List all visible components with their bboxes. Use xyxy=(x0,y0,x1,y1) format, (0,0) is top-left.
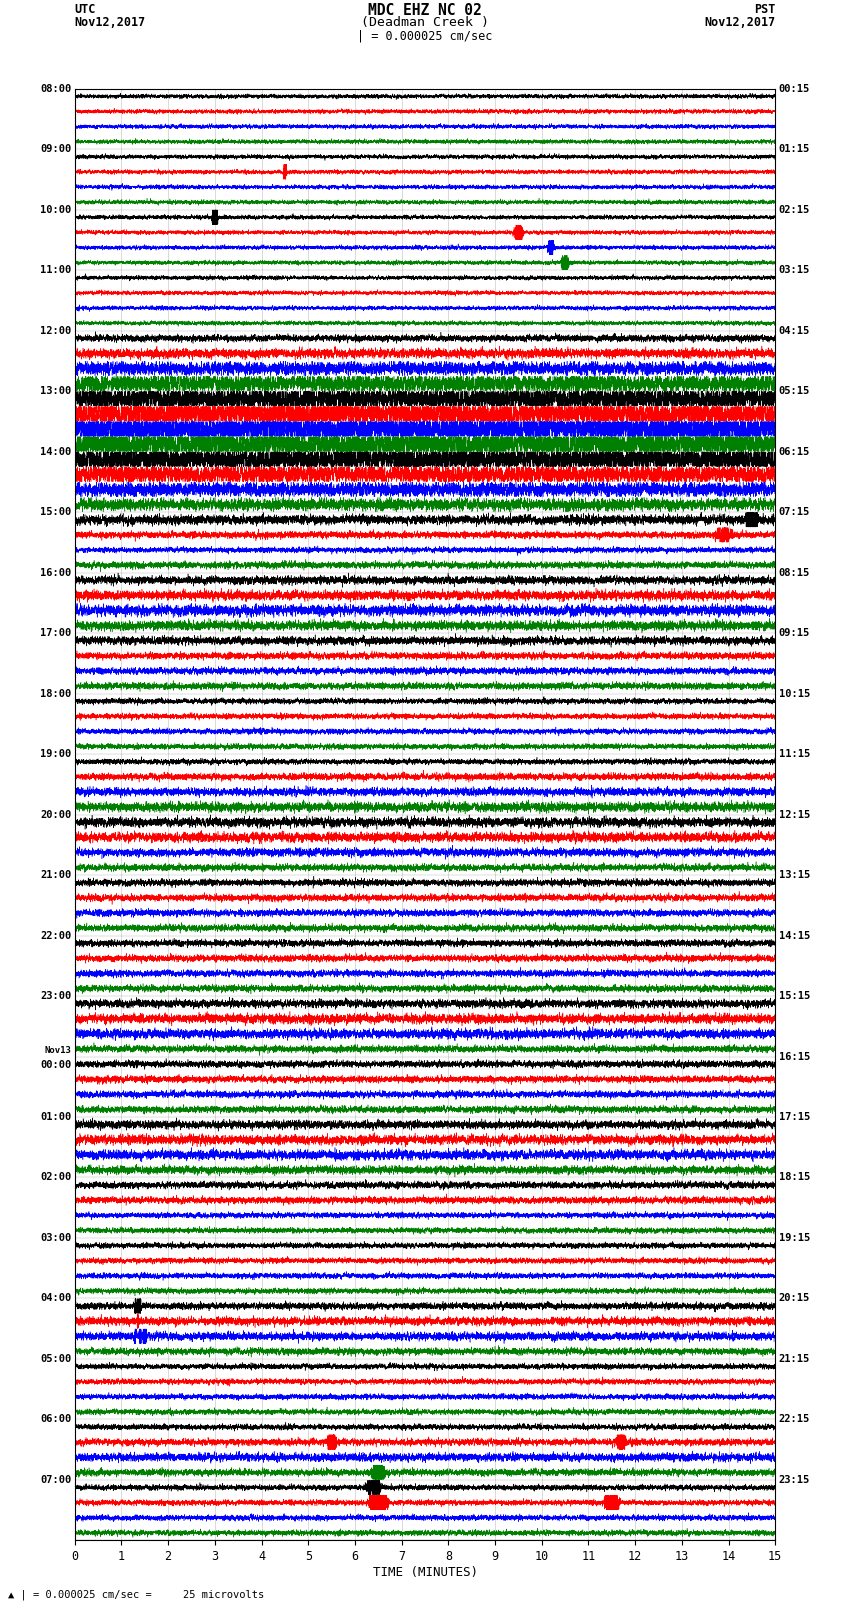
Text: 22:00: 22:00 xyxy=(40,931,71,940)
Text: PST: PST xyxy=(754,3,775,16)
Text: 14:00: 14:00 xyxy=(40,447,71,456)
Text: 04:00: 04:00 xyxy=(40,1294,71,1303)
Text: 17:00: 17:00 xyxy=(40,627,71,639)
Text: 19:00: 19:00 xyxy=(40,748,71,760)
Text: 21:15: 21:15 xyxy=(779,1353,810,1365)
Text: 03:15: 03:15 xyxy=(779,265,810,276)
Text: 21:00: 21:00 xyxy=(40,869,71,881)
Text: 11:15: 11:15 xyxy=(779,748,810,760)
Text: 05:15: 05:15 xyxy=(779,386,810,397)
Text: 02:00: 02:00 xyxy=(40,1173,71,1182)
Text: 08:15: 08:15 xyxy=(779,568,810,577)
Text: 02:15: 02:15 xyxy=(779,205,810,215)
Text: 17:15: 17:15 xyxy=(779,1111,810,1123)
Text: 23:15: 23:15 xyxy=(779,1474,810,1486)
Text: 19:15: 19:15 xyxy=(779,1232,810,1244)
Text: 23:00: 23:00 xyxy=(40,990,71,1002)
Text: (Deadman Creek ): (Deadman Creek ) xyxy=(361,16,489,29)
Text: Nov12,2017: Nov12,2017 xyxy=(75,16,146,29)
Text: 18:15: 18:15 xyxy=(779,1173,810,1182)
Text: 00:00: 00:00 xyxy=(40,1060,71,1069)
Text: 00:15: 00:15 xyxy=(779,84,810,94)
Text: 13:15: 13:15 xyxy=(779,869,810,881)
Text: 16:15: 16:15 xyxy=(779,1052,810,1061)
Text: ▲ | = 0.000025 cm/sec =     25 microvolts: ▲ | = 0.000025 cm/sec = 25 microvolts xyxy=(8,1589,264,1600)
Text: 05:00: 05:00 xyxy=(40,1353,71,1365)
Text: 20:00: 20:00 xyxy=(40,810,71,819)
Text: 15:15: 15:15 xyxy=(779,990,810,1002)
Text: | = 0.000025 cm/sec: | = 0.000025 cm/sec xyxy=(357,29,493,42)
Text: Nov13: Nov13 xyxy=(44,1045,71,1055)
Text: 06:00: 06:00 xyxy=(40,1415,71,1424)
Text: 07:15: 07:15 xyxy=(779,506,810,518)
Text: 01:15: 01:15 xyxy=(779,144,810,155)
Text: 20:15: 20:15 xyxy=(779,1294,810,1303)
Text: 09:00: 09:00 xyxy=(40,144,71,155)
Text: 14:15: 14:15 xyxy=(779,931,810,940)
Text: 10:15: 10:15 xyxy=(779,689,810,698)
Text: 15:00: 15:00 xyxy=(40,506,71,518)
Text: 10:00: 10:00 xyxy=(40,205,71,215)
Text: 04:15: 04:15 xyxy=(779,326,810,336)
Text: Nov12,2017: Nov12,2017 xyxy=(704,16,775,29)
Text: 13:00: 13:00 xyxy=(40,386,71,397)
Text: 03:00: 03:00 xyxy=(40,1232,71,1244)
Text: 12:00: 12:00 xyxy=(40,326,71,336)
Text: 07:00: 07:00 xyxy=(40,1474,71,1486)
Text: 16:00: 16:00 xyxy=(40,568,71,577)
Text: MDC EHZ NC 02: MDC EHZ NC 02 xyxy=(368,3,482,18)
Text: 08:00: 08:00 xyxy=(40,84,71,94)
Text: 22:15: 22:15 xyxy=(779,1415,810,1424)
Text: UTC: UTC xyxy=(75,3,96,16)
X-axis label: TIME (MINUTES): TIME (MINUTES) xyxy=(372,1566,478,1579)
Text: 12:15: 12:15 xyxy=(779,810,810,819)
Text: 18:00: 18:00 xyxy=(40,689,71,698)
Text: 09:15: 09:15 xyxy=(779,627,810,639)
Text: 01:00: 01:00 xyxy=(40,1111,71,1123)
Text: 11:00: 11:00 xyxy=(40,265,71,276)
Text: 06:15: 06:15 xyxy=(779,447,810,456)
